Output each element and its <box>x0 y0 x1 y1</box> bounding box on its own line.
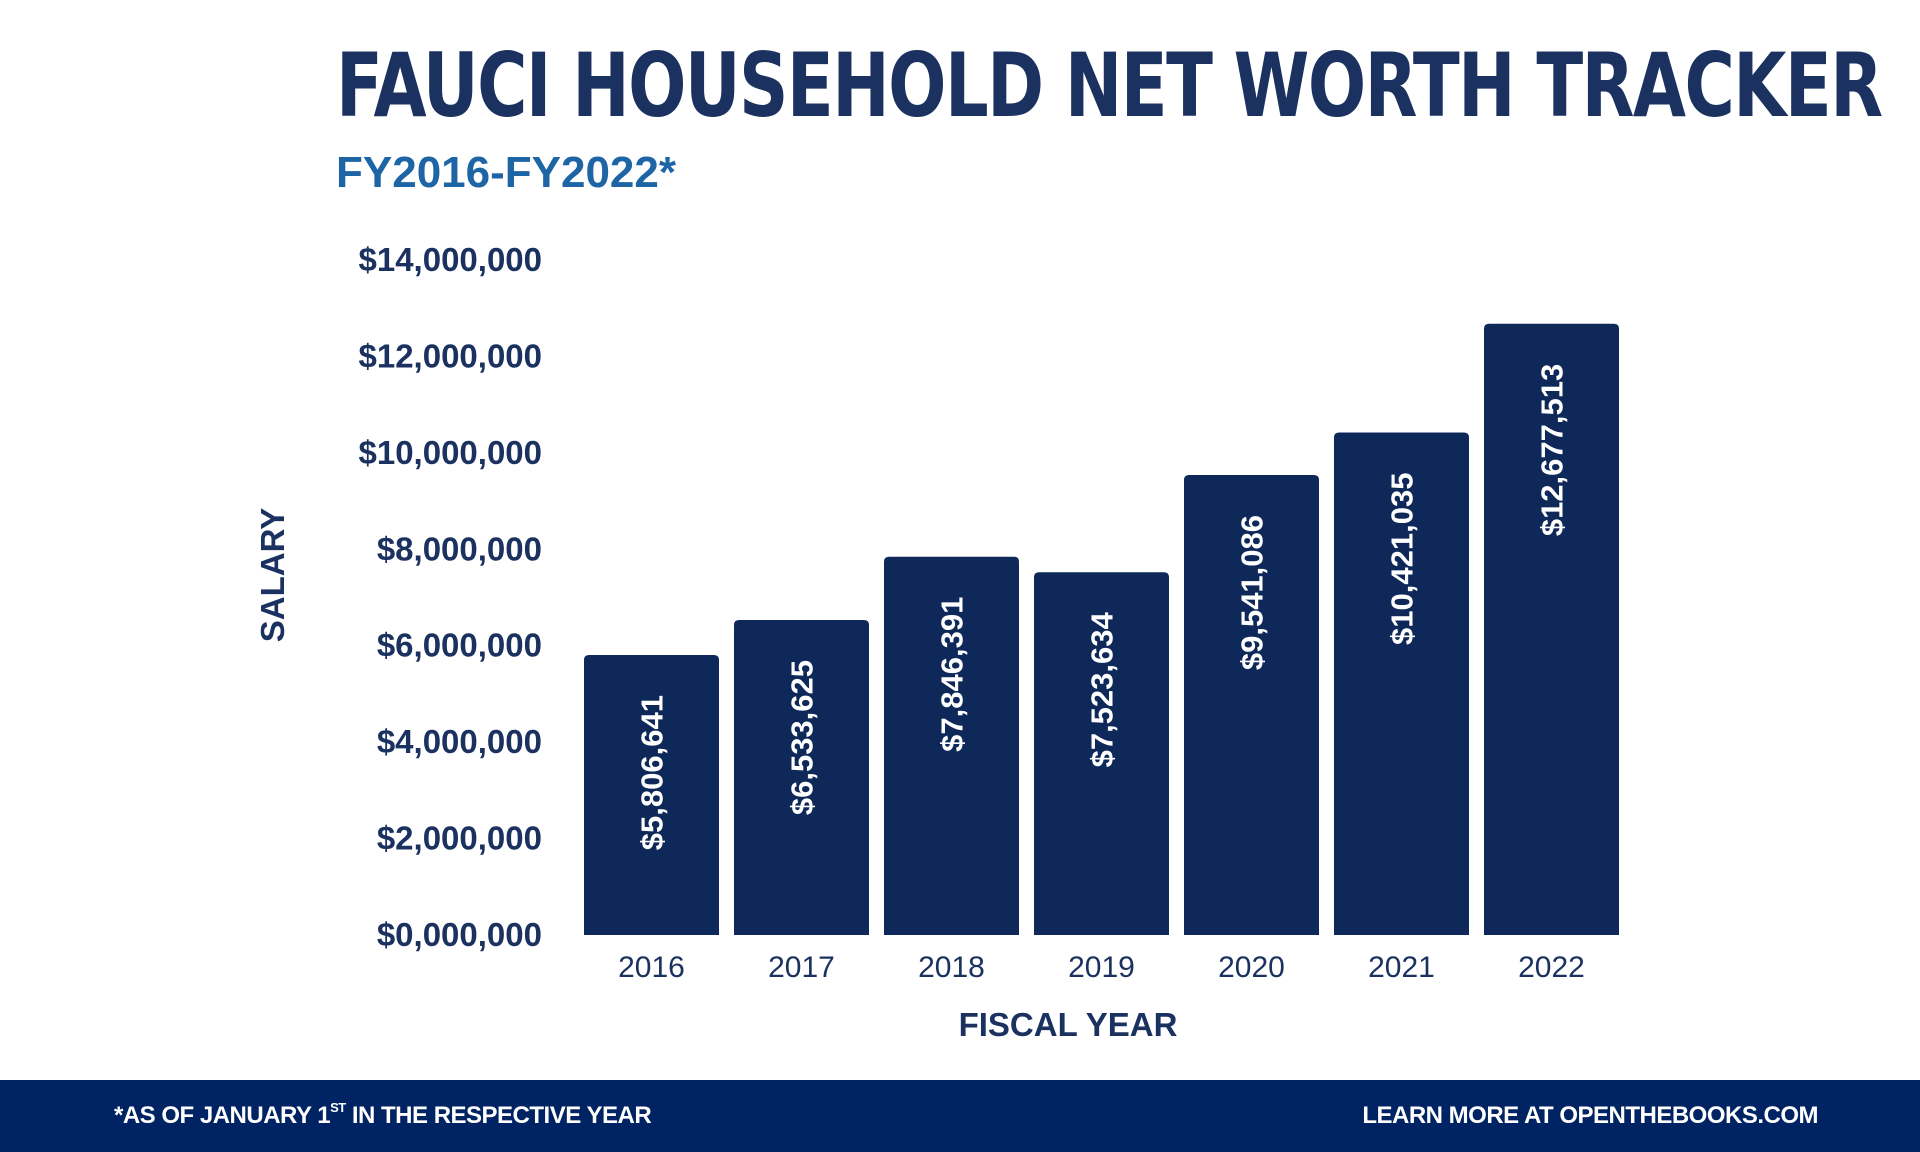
bar <box>584 655 719 935</box>
bar <box>1034 572 1169 935</box>
y-tick-label: $6,000,000 <box>377 627 542 664</box>
x-tick-label: 2017 <box>768 951 835 984</box>
chart-title: FAUCI HOUSEHOLD NET WORTH TRACKER <box>336 34 1883 137</box>
bar-value-label: $5,806,641 <box>635 695 670 850</box>
y-tick-label: $0,000,000 <box>377 916 542 953</box>
bar <box>1484 323 1619 935</box>
bar-value-label: $10,421,035 <box>1385 473 1420 645</box>
footnote: *AS OF JANUARY 1ST IN THE RESPECTIVE YEA… <box>114 1100 652 1130</box>
bar-value-label: $6,533,625 <box>785 660 820 815</box>
footnote-superscript: ST <box>330 1100 346 1115</box>
y-tick-label: $10,000,000 <box>358 434 542 471</box>
y-tick-label: $4,000,000 <box>377 723 542 760</box>
footnote-text-end: IN THE RESPECTIVE YEAR <box>345 1102 652 1129</box>
x-tick-label: 2018 <box>918 951 985 984</box>
x-tick-label: 2019 <box>1068 951 1135 984</box>
bar-value-label: $12,677,513 <box>1535 364 1570 536</box>
x-tick-label: 2021 <box>1368 951 1435 984</box>
y-tick-label: $14,000,000 <box>358 241 542 278</box>
bar-chart: $0,000,000 $2,000,000 $4,000,000 $6,000,000… <box>254 241 1619 1043</box>
bar <box>734 619 869 935</box>
x-tick-label: 2020 <box>1218 951 1285 984</box>
x-tick-label: 2022 <box>1518 951 1585 984</box>
bar <box>1334 432 1469 935</box>
y-axis-label: SALARY <box>254 508 291 642</box>
y-tick-label: $12,000,000 <box>358 337 542 374</box>
footer-bar: *AS OF JANUARY 1ST IN THE RESPECTIVE YEA… <box>0 1080 1920 1152</box>
bar-value-label: $7,846,391 <box>935 597 970 752</box>
learn-more-link[interactable]: LEARN MORE AT OPENTHEBOOKS.COM <box>1362 1102 1818 1129</box>
x-axis-label: FISCAL YEAR <box>959 1006 1178 1043</box>
bar-value-label: $9,541,086 <box>1235 515 1270 670</box>
y-tick-label: $2,000,000 <box>377 820 542 857</box>
bar <box>884 556 1019 935</box>
x-tick-label: 2016 <box>618 951 685 984</box>
chart-subtitle: FY2016-FY2022* <box>336 148 676 197</box>
footnote-text: *AS OF JANUARY 1 <box>114 1102 331 1129</box>
y-tick-label: $8,000,000 <box>377 530 542 567</box>
bar <box>1184 474 1319 935</box>
bar-value-label: $7,523,634 <box>1085 611 1120 767</box>
